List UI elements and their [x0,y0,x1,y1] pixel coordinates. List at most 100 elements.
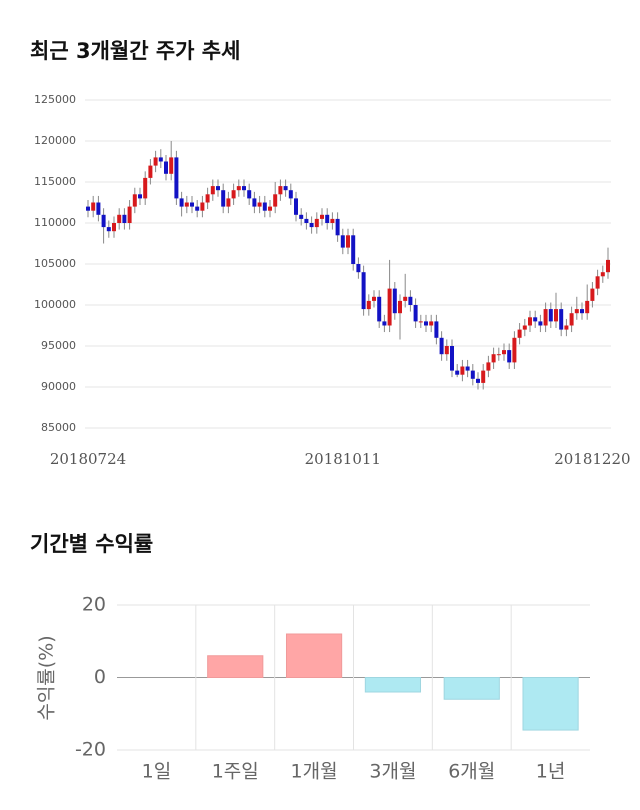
candle-body [491,354,496,363]
candle-body [210,186,215,195]
candle-body [158,157,163,162]
candle-body [236,186,241,191]
candle-body [361,272,366,310]
candle-body [382,321,387,326]
candle-body [262,202,267,211]
candle-body [465,366,470,371]
candle-body [413,305,418,322]
y-tick-label: 90000 [41,380,76,393]
chart-title: 최근 3개월간 주가 추세 [30,39,240,63]
x-tick-label: 1일 [142,761,172,783]
candle-body [460,366,465,375]
candle-body [486,362,491,371]
candle-body [481,370,486,383]
x-tick-label: 20181011 [305,450,381,468]
candle-body [179,198,184,207]
x-tick-label: 1년 [536,761,566,783]
candle-body [548,309,553,322]
candle-body [595,276,600,289]
x-tick-label: 6개월 [448,761,495,783]
candle-body [408,296,413,305]
candle-body [517,329,522,338]
candle-body [455,370,460,375]
y-tick-label: 125000 [34,93,76,106]
candle-body [117,214,122,223]
candle-body [184,202,189,207]
x-tick-label: 1개월 [291,761,338,783]
y-tick-label: 115000 [34,175,76,188]
y-tick-label: 110000 [34,216,76,229]
candle-body [320,214,324,219]
candle-body [294,198,298,215]
candle-body [242,186,246,191]
candle-body [559,309,564,330]
candle-body [268,206,272,211]
candle-body [403,296,408,301]
bar [364,677,422,693]
candle-body [340,235,345,248]
candle-body [195,206,200,211]
candle-body [221,190,226,207]
candle-body [444,346,449,355]
candle-body [377,296,382,322]
y-tick-label: 85000 [41,421,76,434]
candle-body [372,296,376,301]
bar [207,655,264,678]
candle-body [91,202,96,211]
candle-body [434,321,439,338]
candle-body [387,288,392,326]
candle-body [247,190,252,199]
candle-body [538,321,543,326]
candle-body [476,378,480,383]
candle-body [533,317,538,322]
y-tick-label: 95000 [41,339,76,352]
candle-body [190,202,194,207]
candle-body [366,300,371,310]
candle-body [502,350,506,355]
candle-body [325,214,330,223]
candle-body [273,194,278,207]
candle-body [398,300,402,314]
x-tick-label: 3개월 [369,761,416,783]
y-tick-label: 105000 [34,257,76,270]
candle-body [127,206,132,223]
candle-body [304,218,309,223]
candle-body [257,202,262,207]
candle-body [606,259,610,273]
x-tick-label: 1주일 [212,761,259,783]
candle-body [590,288,595,301]
candle-body [153,157,158,166]
candle-body [496,354,501,356]
candle-body [418,321,423,323]
candle-body [148,165,153,178]
candle-body [226,198,231,207]
y-tick-label: 20 [82,594,106,616]
candle-body [278,186,283,195]
candle-body [439,337,444,355]
bar [285,633,343,678]
x-tick-label: 20180724 [50,450,126,468]
candle-body [138,194,142,199]
candle-body [205,194,210,203]
candle-body [585,300,590,314]
candle-body [470,370,475,379]
candle-body [231,190,236,199]
candle-body [112,223,116,232]
candle-body [600,272,605,277]
candle-body [314,218,319,228]
y-tick-label: 100000 [34,298,76,311]
candle-body [543,309,548,326]
candle-body [569,313,574,326]
candle-body [392,288,397,314]
candle-body [106,227,111,232]
candle-body [169,157,174,174]
candle-body [351,235,356,264]
candle-body [356,264,361,273]
bar [522,677,579,731]
candle-body [564,325,569,330]
candle-body [283,186,288,191]
candle-body [450,346,454,371]
candle-body [512,337,517,363]
candle-body [522,325,527,330]
candle-body [164,161,168,174]
